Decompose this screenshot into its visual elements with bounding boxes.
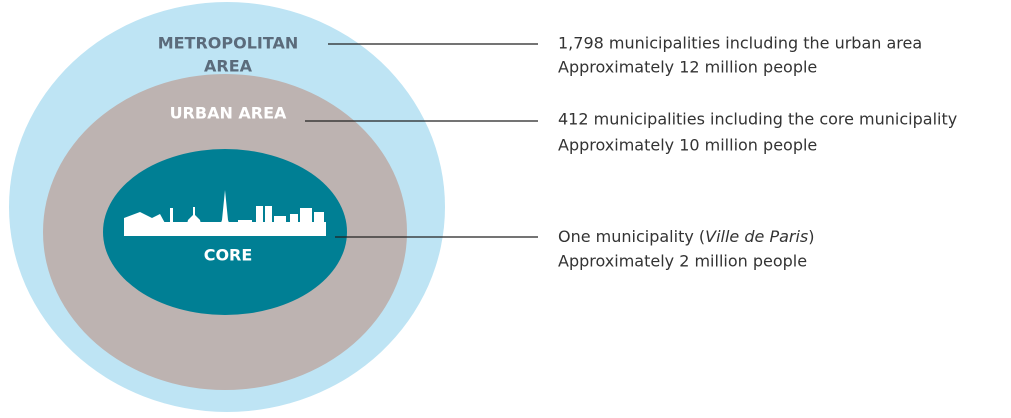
page: METROPOLITAN AREA URBAN AREA CORE 1,798 …: [0, 0, 1011, 414]
ring-label: METROPOLITAN: [158, 34, 299, 53]
description: Approximately 10 million people: [558, 136, 817, 155]
description: 412 municipalities including the core mu…: [558, 110, 957, 129]
description-part: ): [808, 227, 814, 246]
diagram: METROPOLITAN AREA URBAN AREA CORE 1,798 …: [0, 0, 1011, 414]
description: Approximately 12 million people: [558, 58, 817, 77]
description: One municipality (Ville de Paris): [558, 227, 815, 246]
description: 1,798 municipalities including the urban…: [558, 34, 922, 53]
ring-label: URBAN AREA: [170, 104, 287, 123]
description-part: One municipality (: [558, 227, 705, 246]
description-part: Ville de Paris: [705, 227, 808, 246]
ring-label: AREA: [204, 57, 253, 76]
description: Approximately 2 million people: [558, 252, 807, 271]
ring-label: CORE: [204, 246, 253, 265]
